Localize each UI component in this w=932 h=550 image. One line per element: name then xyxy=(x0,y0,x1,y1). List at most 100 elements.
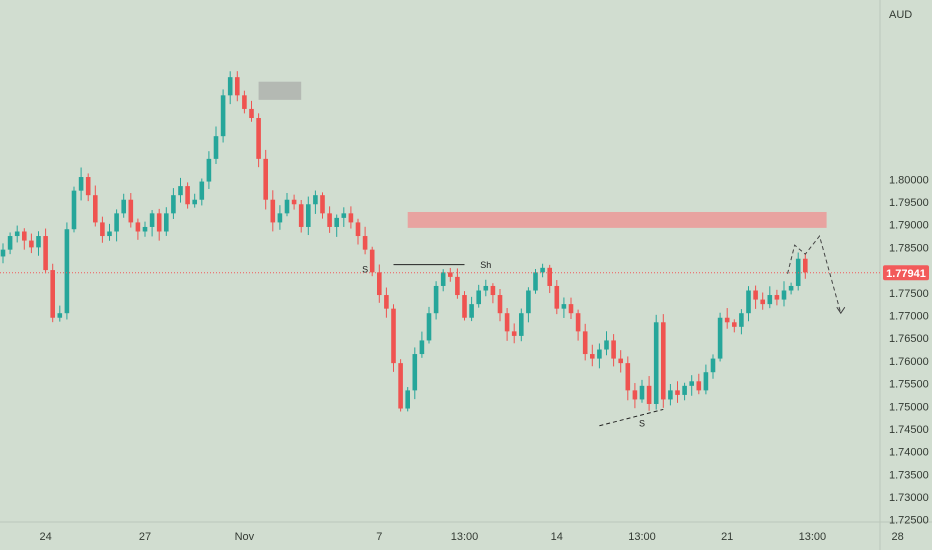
price-tick-label: 1.79500 xyxy=(889,197,929,209)
candle-body xyxy=(320,195,325,214)
candle-body xyxy=(64,229,70,314)
candle-body xyxy=(547,267,552,286)
candle xyxy=(0,243,6,264)
drawings-layer: S Sh S xyxy=(0,234,880,429)
candle-body xyxy=(291,199,297,205)
candle xyxy=(533,269,538,294)
candle-body xyxy=(199,181,205,200)
candle-body xyxy=(142,226,148,232)
candle-body xyxy=(717,317,723,359)
candle xyxy=(419,331,425,358)
time-tick-label: 13:00 xyxy=(628,531,656,543)
candle xyxy=(43,228,48,274)
annotation-label: Sh xyxy=(480,260,491,270)
candle-body xyxy=(426,313,432,341)
candle xyxy=(568,297,574,319)
time-tick-label: 24 xyxy=(39,531,51,543)
candle-body xyxy=(568,304,574,314)
candle-body xyxy=(440,272,446,286)
candle-body xyxy=(128,199,134,223)
candle xyxy=(235,71,240,102)
projected-path-arrowhead xyxy=(836,306,846,315)
candle-body xyxy=(476,290,481,305)
candle-body xyxy=(398,363,403,409)
candle xyxy=(334,214,339,237)
candle-body xyxy=(14,231,20,237)
candle-body xyxy=(384,295,389,309)
candle-body xyxy=(164,213,169,232)
candle xyxy=(732,319,737,333)
candle xyxy=(710,354,716,379)
candle xyxy=(327,206,332,233)
candle-body xyxy=(43,236,48,271)
candle-body xyxy=(341,213,347,218)
candle-body xyxy=(270,199,276,223)
price-tick-label: 1.73500 xyxy=(889,469,929,481)
candle xyxy=(476,284,481,308)
candle xyxy=(313,190,318,214)
time-tick-label: 13:00 xyxy=(799,531,827,543)
candle xyxy=(199,178,205,206)
candle-body xyxy=(668,390,673,400)
candle xyxy=(362,226,368,255)
candle xyxy=(93,185,98,227)
candle-body xyxy=(249,108,254,119)
candle-body xyxy=(377,272,382,296)
time-tick-label: Nov xyxy=(235,531,255,543)
candle xyxy=(135,218,141,240)
candle xyxy=(483,279,489,297)
candle xyxy=(263,149,268,210)
candle xyxy=(320,192,325,219)
candle xyxy=(341,207,347,227)
supply-zone xyxy=(258,81,302,100)
time-axis[interactable]: 24 27 Nov 7 13:00 14 13:00 21 13:00 28 xyxy=(39,531,903,543)
candle-body xyxy=(696,381,702,391)
candle-body xyxy=(78,177,84,191)
price-tick-label: 1.80000 xyxy=(889,174,929,186)
candle-body xyxy=(256,118,261,159)
candle xyxy=(71,186,77,233)
candle xyxy=(767,286,773,309)
candle-body xyxy=(661,322,666,400)
candle-body xyxy=(590,354,595,359)
candle-body xyxy=(448,272,453,277)
candle-body xyxy=(334,217,339,227)
candle-body xyxy=(7,236,13,250)
candle-body xyxy=(263,158,268,200)
candle xyxy=(171,188,176,219)
time-tick-label: 21 xyxy=(721,531,733,543)
candle xyxy=(270,190,276,232)
candle-body xyxy=(469,304,474,318)
candle xyxy=(36,231,41,256)
candle xyxy=(433,281,439,320)
candle xyxy=(298,199,304,233)
price-tick-label: 1.74500 xyxy=(889,424,929,436)
candle xyxy=(455,268,460,299)
candle-body xyxy=(604,340,609,350)
price-tick-label: 1.74000 xyxy=(889,447,929,459)
candle xyxy=(760,292,765,310)
candle xyxy=(554,280,560,315)
candles-layer xyxy=(0,71,808,412)
candle-body xyxy=(284,199,290,214)
candle xyxy=(85,173,91,202)
last-price-tag: 1.77941 xyxy=(883,265,929,281)
candle-body xyxy=(93,195,98,223)
candle xyxy=(575,309,581,341)
candle-body xyxy=(277,213,283,223)
candle-body xyxy=(412,354,418,391)
candle xyxy=(717,312,723,362)
candle xyxy=(632,383,638,409)
candle-body xyxy=(639,385,645,400)
candle-body xyxy=(185,186,190,205)
candle-body xyxy=(455,276,460,296)
price-tick-label: 1.77500 xyxy=(889,288,929,300)
candle xyxy=(64,222,70,320)
candle xyxy=(249,100,254,122)
candle-body xyxy=(220,95,226,137)
candle-body xyxy=(235,77,240,96)
time-tick-label: 13:00 xyxy=(451,531,479,543)
candle xyxy=(142,221,148,237)
